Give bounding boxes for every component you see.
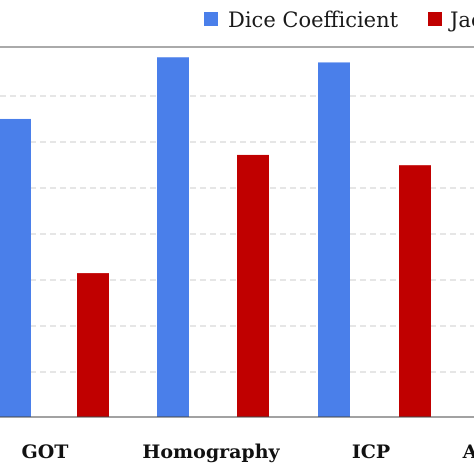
bar-jac-icp — [399, 165, 431, 417]
x-tick-label-a: A — [462, 441, 474, 463]
bars — [0, 57, 431, 418]
bar-dice-got — [0, 118, 31, 417]
x-tick-label-icp: ICP — [352, 441, 390, 463]
legend-label-dice: Dice Coefficient — [228, 8, 399, 32]
x-tick-label-homography: Homography — [142, 441, 280, 463]
x-tick-labels: GOT Homography ICP A — [22, 441, 474, 463]
bar-dice-homography — [157, 57, 189, 418]
legend-swatch-jac — [428, 12, 442, 26]
grid-lines — [0, 95, 474, 373]
bar-jac-homography — [237, 154, 269, 417]
x-tick-label-got: GOT — [22, 441, 69, 463]
legend: Dice Coefficient Jac — [204, 8, 474, 32]
legend-swatch-dice — [204, 12, 218, 26]
bar-jac-got — [77, 273, 109, 417]
legend-label-jac: Jac — [448, 8, 474, 32]
bar-dice-icp — [318, 62, 350, 418]
